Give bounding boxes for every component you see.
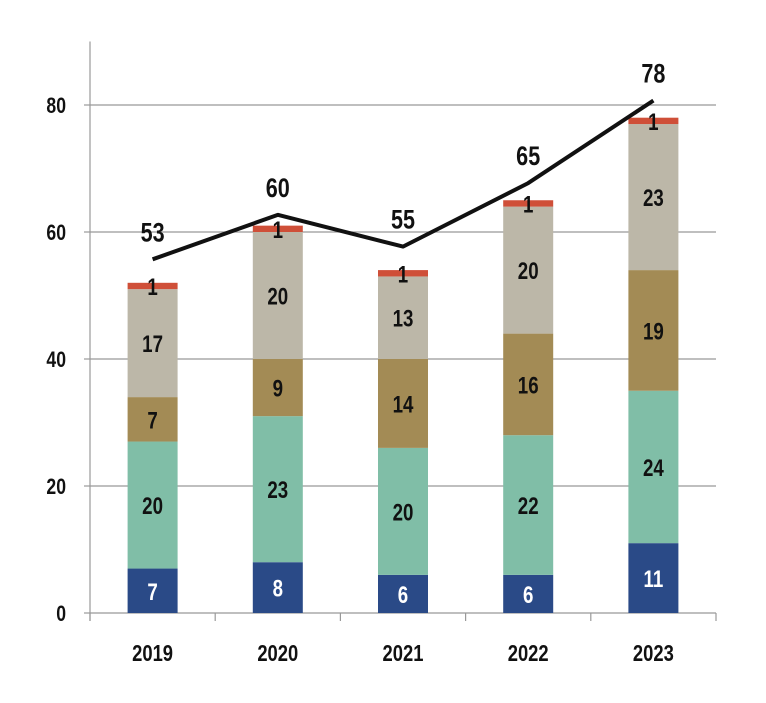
data-label: 6 <box>398 582 408 609</box>
bar-segment <box>503 200 554 207</box>
x-tick-label: 2023 <box>633 641 674 666</box>
data-label: 20 <box>267 283 288 310</box>
x-tick-label: 2022 <box>508 641 549 666</box>
data-label: 14 <box>393 391 414 418</box>
bar-segment <box>378 359 428 448</box>
total-line <box>151 98 655 262</box>
data-label: 13 <box>393 306 414 333</box>
data-label: 8 <box>273 575 283 602</box>
data-label: 1 <box>648 109 658 136</box>
bar-segment <box>252 359 303 417</box>
bar-segment <box>252 562 303 613</box>
bar-segment <box>628 390 679 544</box>
bar-segment <box>503 333 554 436</box>
data-label: 23 <box>267 477 288 504</box>
data-label: 20 <box>142 493 163 520</box>
data-label: 19 <box>643 318 664 345</box>
total-label: 60 <box>266 174 290 204</box>
data-label: 6 <box>523 582 533 609</box>
data-label: 7 <box>147 579 157 606</box>
bar-segment <box>252 416 303 563</box>
data-label: 1 <box>273 217 283 244</box>
bar-segment <box>503 206 554 334</box>
bar-segment <box>127 397 178 442</box>
data-label: 1 <box>523 191 533 218</box>
data-label: 20 <box>393 499 414 526</box>
y-tick-label: 0 <box>56 602 66 626</box>
data-label: 16 <box>518 372 539 399</box>
bar-segment <box>503 435 554 575</box>
bar-segment <box>252 225 303 232</box>
data-label: 22 <box>518 493 539 520</box>
y-tick-label: 20 <box>46 475 66 499</box>
data-label: 20 <box>518 258 539 285</box>
bar-segment <box>127 289 178 398</box>
y-tick-label: 40 <box>46 348 66 372</box>
data-label: 17 <box>142 331 163 358</box>
data-label: 1 <box>398 261 408 288</box>
bar-segment <box>127 441 178 569</box>
bar-segment <box>628 543 679 613</box>
bar-segment <box>378 574 428 613</box>
total-label: 78 <box>641 59 665 89</box>
data-label: 24 <box>643 455 664 482</box>
bar-segment <box>378 276 428 359</box>
total-label: 65 <box>516 142 540 172</box>
bar-segment <box>378 447 428 575</box>
data-label: 9 <box>273 375 283 402</box>
data-label: 1 <box>147 274 157 301</box>
y-tick-label: 60 <box>46 221 66 245</box>
y-tick-label: 80 <box>46 94 66 118</box>
total-label: 55 <box>391 205 415 235</box>
bar-segment <box>378 270 428 277</box>
x-tick-label: 2021 <box>383 641 424 666</box>
data-label: 11 <box>644 566 664 593</box>
bar-segment <box>628 117 679 125</box>
bar-segment <box>503 574 554 613</box>
data-label: 7 <box>147 407 157 434</box>
bar-segment <box>127 568 178 613</box>
data-label: 23 <box>643 185 664 212</box>
x-tick-label: 2020 <box>257 641 298 666</box>
bar-segment <box>628 270 679 391</box>
bar-segment <box>628 124 679 271</box>
bar-segment <box>252 232 303 359</box>
total-label: 53 <box>141 218 165 248</box>
x-tick-label: 2019 <box>132 641 173 666</box>
bar-segment <box>127 282 178 290</box>
